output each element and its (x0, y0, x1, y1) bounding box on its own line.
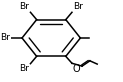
Text: Br: Br (73, 2, 83, 11)
Text: Br: Br (0, 33, 10, 42)
Text: Br: Br (19, 2, 29, 11)
Text: Br: Br (19, 64, 29, 73)
Text: O: O (73, 64, 80, 74)
